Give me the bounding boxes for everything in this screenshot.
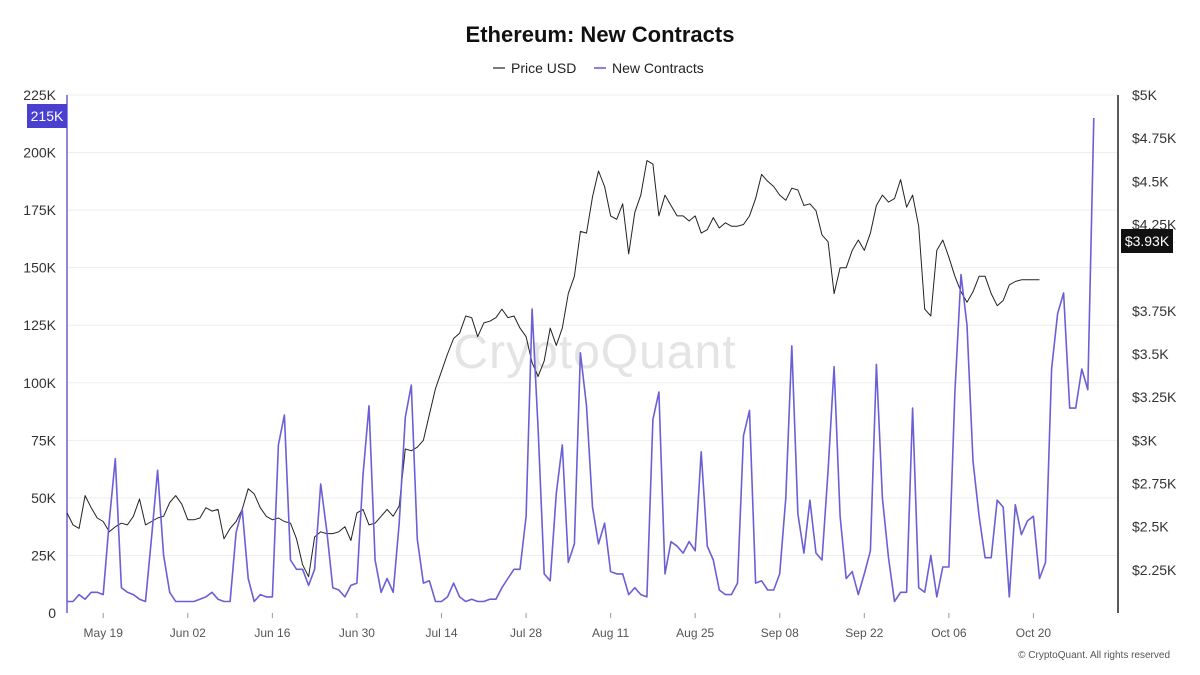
right-tick-label: $3.5K xyxy=(1132,346,1169,362)
x-axis-ticks: May 19 Jun 02 Jun 16 Jun 30 Jul 14 Jul 28 Aug … xyxy=(84,613,1052,640)
left-axis-ticks: 0 25K 50K 75K 100K 125K 150K 175K 200K 225K xyxy=(23,87,56,621)
right-tick-label: $2.5K xyxy=(1132,519,1169,535)
x-tick-label: Sep 22 xyxy=(845,626,883,640)
x-tick-label: Jul 28 xyxy=(510,626,542,640)
x-tick-label: Jun 16 xyxy=(254,626,290,640)
legend: Price USD New Contracts xyxy=(493,60,704,76)
right-tick-label: $5K xyxy=(1132,87,1158,103)
left-value-badge-text: 215K xyxy=(31,108,64,124)
x-tick-label: May 19 xyxy=(84,626,124,640)
right-tick-label: $3K xyxy=(1132,432,1158,448)
left-tick-label: 100K xyxy=(23,375,56,391)
series-line-price-usd[interactable] xyxy=(66,160,1040,578)
left-tick-label: 175K xyxy=(23,202,56,218)
left-tick-label: 0 xyxy=(48,605,56,621)
x-tick-label: Oct 20 xyxy=(1016,626,1052,640)
right-value-badge-bg xyxy=(1121,229,1173,253)
gridlines xyxy=(67,94,1118,556)
right-value-badge: $3.93K xyxy=(1121,229,1173,253)
right-tick-label: $2.25K xyxy=(1132,562,1177,578)
left-tick-label: 25K xyxy=(31,547,57,563)
chart-title: Ethereum: New Contracts xyxy=(466,22,735,47)
legend-label-price[interactable]: Price USD xyxy=(511,60,576,76)
x-tick-label: Sep 08 xyxy=(761,626,799,640)
series-line-new-contracts[interactable] xyxy=(67,117,1095,603)
right-tick-label: $4.75K xyxy=(1132,130,1177,146)
left-tick-label: 225K xyxy=(23,87,56,103)
right-axis-ticks: $2.25K $2.5K $2.75K $3K $3.25K $3.5K $3.75K $4.… xyxy=(1132,87,1177,578)
left-value-badge: 215K xyxy=(27,104,67,128)
right-tick-label: $2.75K xyxy=(1132,476,1177,492)
right-tick-label: $4.25K xyxy=(1132,217,1177,233)
x-tick-label: Aug 11 xyxy=(592,626,629,640)
x-tick-label: Jun 02 xyxy=(170,626,206,640)
left-tick-label: 125K xyxy=(23,317,56,333)
left-tick-label: 150K xyxy=(23,260,56,276)
x-tick-label: Jul 14 xyxy=(425,626,457,640)
watermark: CryptoQuant xyxy=(453,326,736,379)
right-tick-label: $3.75K xyxy=(1132,303,1177,319)
x-tick-label: Jun 30 xyxy=(339,626,375,640)
right-value-badge-text: $3.93K xyxy=(1125,233,1170,249)
left-tick-label: 75K xyxy=(31,432,57,448)
left-tick-label: 200K xyxy=(23,145,56,161)
x-tick-label: Oct 06 xyxy=(931,626,967,640)
copyright: © CryptoQuant. All rights reserved xyxy=(1018,650,1170,661)
right-tick-label: $3.25K xyxy=(1132,389,1177,405)
left-value-badge-bg xyxy=(27,104,67,128)
x-tick-label: Aug 25 xyxy=(676,626,714,640)
left-tick-label: 50K xyxy=(31,490,57,506)
right-tick-label: $4.5K xyxy=(1132,173,1169,189)
legend-label-new-contracts[interactable]: New Contracts xyxy=(612,60,704,76)
